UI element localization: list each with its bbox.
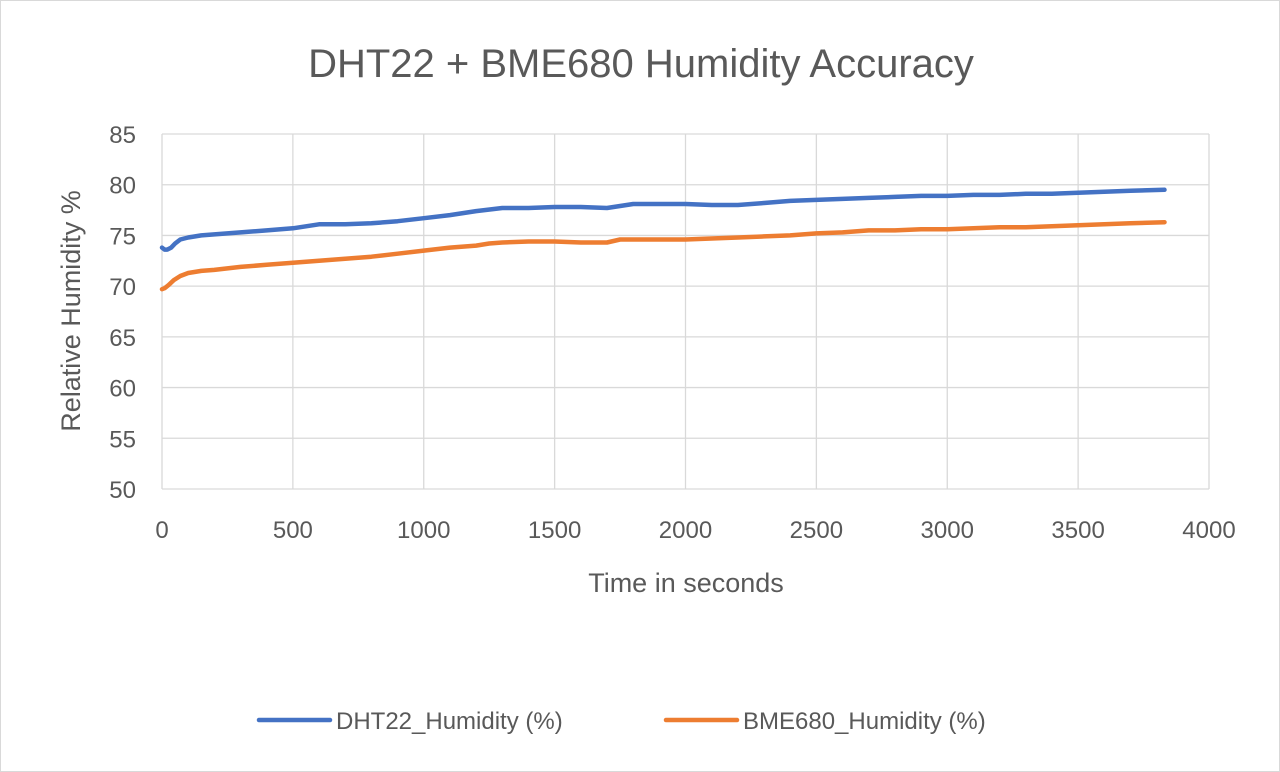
y-tick-label: 55	[109, 426, 136, 453]
x-axis-ticks: 0 500 1000 1500 2000 2500 3000 3500 4000	[155, 517, 1235, 544]
series-lines	[159, 187, 1167, 292]
series-line-bme680	[159, 219, 1167, 292]
y-tick-label: 60	[109, 376, 136, 403]
legend: DHT22_Humidity (%) BME680_Humidity (%)	[256, 708, 986, 735]
x-tick-label: 0	[155, 517, 168, 544]
y-axis-ticks: 50 55 60 65 70 75 80 85	[109, 122, 136, 504]
legend-label-dht22: DHT22_Humidity (%)	[336, 708, 563, 735]
legend-label-bme680: BME680_Humidity (%)	[743, 708, 986, 735]
x-tick-label: 3500	[1051, 517, 1104, 544]
series-line-dht22	[159, 187, 1167, 252]
x-axis-title: Time in seconds	[588, 568, 784, 598]
x-tick-label: 4000	[1182, 517, 1235, 544]
y-tick-label: 85	[109, 122, 136, 149]
x-tick-label: 3000	[921, 517, 974, 544]
gridlines	[161, 133, 1210, 490]
y-tick-label: 75	[109, 223, 136, 250]
y-tick-label: 80	[109, 173, 136, 200]
x-tick-label: 1500	[528, 517, 581, 544]
y-axis-title: Relative Humidity %	[56, 190, 86, 432]
chart-title: DHT22 + BME680 Humidity Accuracy	[308, 42, 974, 86]
x-tick-label: 500	[273, 517, 313, 544]
x-tick-label: 1000	[397, 517, 450, 544]
y-tick-label: 50	[109, 477, 136, 504]
x-tick-label: 2500	[790, 517, 843, 544]
y-tick-label: 70	[109, 274, 136, 301]
x-tick-label: 2000	[659, 517, 712, 544]
y-tick-label: 65	[109, 325, 136, 352]
